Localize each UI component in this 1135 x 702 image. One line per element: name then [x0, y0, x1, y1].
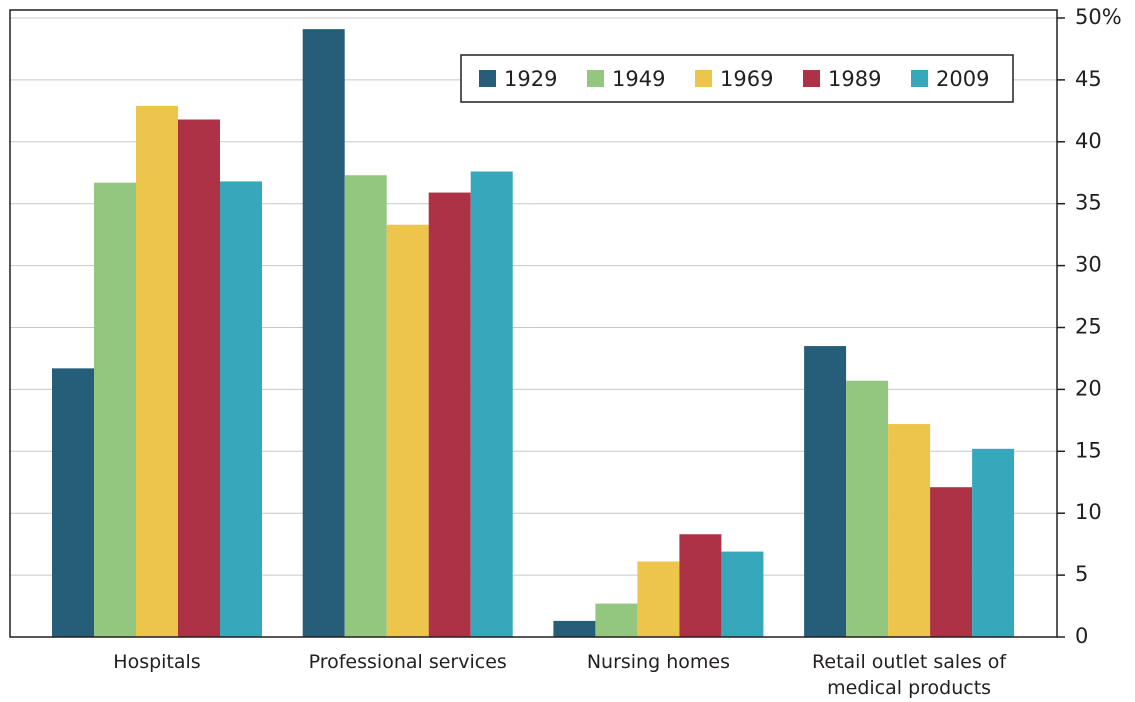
y-tick-label: 35 — [1075, 191, 1102, 215]
y-tick-label: 20 — [1075, 376, 1102, 400]
bar — [972, 448, 1015, 637]
bar — [386, 224, 429, 637]
legend-swatch — [587, 70, 604, 87]
y-tick-label: 5 — [1075, 562, 1088, 586]
bar — [302, 29, 345, 637]
bar — [721, 551, 764, 637]
bar — [178, 119, 220, 638]
y-tick-label: 25 — [1075, 315, 1102, 339]
y-tick-label: 30 — [1075, 253, 1102, 277]
x-tick-label: Retail outlet sales of medical products — [812, 651, 1007, 699]
bar — [470, 171, 513, 637]
legend-label: 1949 — [612, 67, 665, 91]
bar — [595, 603, 638, 637]
y-tick-label: 50% — [1075, 5, 1122, 29]
bar — [52, 368, 94, 637]
legend-swatch — [479, 70, 496, 87]
legend-label: 2009 — [936, 67, 989, 91]
bar — [846, 380, 889, 637]
bar — [136, 105, 178, 637]
bar — [220, 181, 262, 637]
bar — [637, 561, 680, 637]
legend-label: 1989 — [828, 67, 881, 91]
x-tick-label: Nursing homes — [586, 651, 730, 673]
bar — [94, 182, 136, 638]
bar — [553, 620, 596, 637]
x-tick-label: Hospitals — [113, 651, 201, 673]
legend-label: 1929 — [504, 67, 557, 91]
y-tick-label: 45 — [1075, 67, 1102, 91]
bar — [679, 534, 722, 637]
x-tick-label: Professional services — [308, 651, 507, 673]
legend-label: 1969 — [720, 67, 773, 91]
bar — [344, 175, 387, 637]
y-tick-label: 15 — [1075, 438, 1102, 462]
legend-swatch — [803, 70, 820, 87]
bar — [888, 424, 931, 637]
legend-swatch — [695, 70, 712, 87]
bar — [428, 192, 471, 638]
y-tick-label: 0 — [1075, 624, 1088, 648]
y-tick-label: 10 — [1075, 500, 1102, 524]
y-tick-label: 40 — [1075, 129, 1102, 153]
plot-frame — [9, 9, 1058, 638]
bar — [804, 346, 847, 637]
legend-swatch — [911, 70, 928, 87]
bar — [930, 487, 973, 637]
